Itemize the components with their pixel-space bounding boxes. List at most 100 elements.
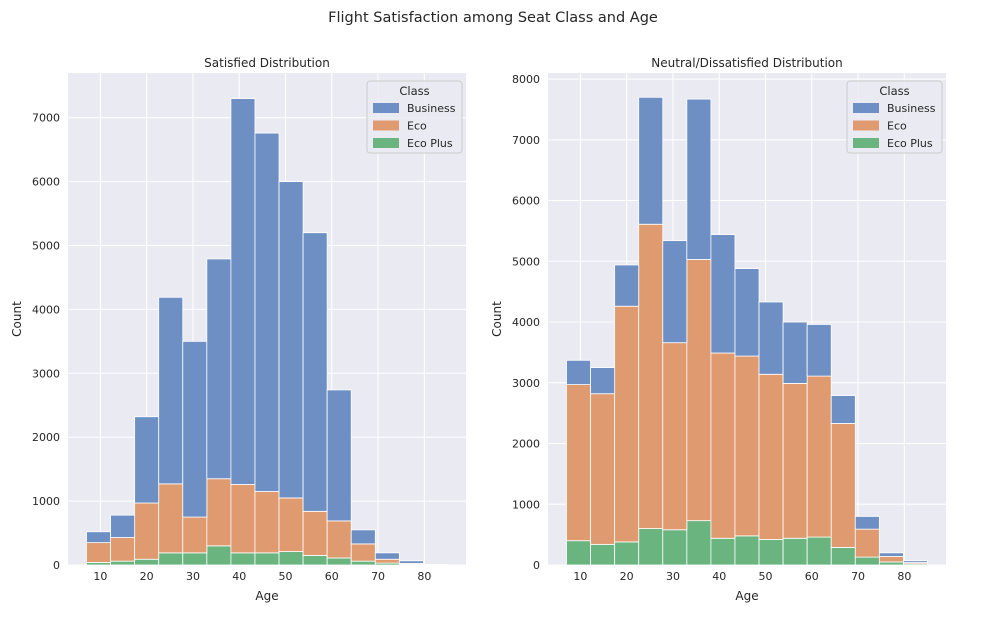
dissatisfied-bar-eco-plus: [638, 528, 664, 566]
dissatisfied-legend: Class Business Eco Eco Plus: [846, 80, 943, 154]
satisfied-x-tick-label: 10: [93, 570, 107, 583]
satisfied-legend-label-eco: Eco: [407, 120, 427, 133]
satisfied-bar-eco-plus: [206, 545, 232, 566]
satisfied-bar-eco: [302, 510, 328, 556]
dissatisfied-bar-eco: [806, 375, 832, 538]
satisfied-bar-business: [278, 181, 304, 499]
satisfied-bar-business: [158, 296, 184, 485]
satisfied-bar-eco: [86, 542, 111, 563]
dissatisfied-bar-eco-plus: [782, 537, 808, 566]
dissatisfied-y-tick-label: 1000: [512, 498, 540, 511]
dissatisfied-bar-eco: [854, 528, 880, 558]
satisfied-bar-eco: [326, 520, 352, 559]
dissatisfied-bar-eco: [782, 382, 808, 539]
dissatisfied-y-tick-label: 8000: [512, 73, 540, 86]
satisfied-y-tick-label: 4000: [32, 303, 60, 316]
dissatisfied-bar-business: [903, 560, 928, 563]
satisfied-bar-eco: [206, 478, 232, 547]
dissatisfied-chart-title: Neutral/Dissatisfied Distribution: [651, 56, 842, 70]
dissatisfied-y-tick-label: 2000: [512, 438, 540, 451]
dissatisfied-bar-business: [686, 98, 712, 260]
satisfied-y-tick-label: 0: [53, 559, 60, 572]
satisfied-y-axis-label: Count: [10, 301, 24, 337]
dissatisfied-bar-eco: [590, 393, 616, 545]
satisfied-y-tick-label: 3000: [32, 367, 60, 380]
satisfied-bar-eco: [230, 484, 256, 554]
satisfied-x-tick-label: 20: [140, 570, 154, 583]
satisfied-bar-eco-plus: [350, 560, 376, 566]
satisfied-bar-eco-plus: [254, 552, 280, 566]
dissatisfied-bar-business: [782, 321, 808, 384]
dissatisfied-y-axis-label: Count: [490, 301, 504, 337]
dissatisfied-bar-business: [566, 359, 591, 386]
dissatisfied-bar-business: [662, 240, 688, 344]
dissatisfied-x-tick-label: 40: [712, 570, 726, 583]
dissatisfied-bar-business: [830, 395, 856, 424]
dissatisfied-bar-business: [590, 367, 616, 395]
satisfied-bar-business: [182, 340, 208, 518]
dissatisfied-bar-eco-plus: [590, 543, 616, 566]
satisfied-legend-label-business: Business: [407, 102, 456, 115]
figure-title: Flight Satisfaction among Seat Class and…: [328, 10, 658, 26]
dissatisfied-y-tick-label: 6000: [512, 195, 540, 208]
satisfied-bar-eco: [350, 543, 376, 562]
dissatisfied-bar-eco: [830, 423, 856, 548]
dissatisfied-legend-box: [846, 80, 943, 154]
dissatisfied-y-tick-label: 5000: [512, 255, 540, 268]
dissatisfied-bar-eco-plus: [830, 546, 856, 566]
dissatisfied-x-tick-label: 10: [573, 570, 587, 583]
dissatisfied-bar-eco-plus: [758, 539, 784, 566]
satisfied-y-tick-label: 6000: [32, 176, 60, 189]
satisfied-legend-box: [366, 80, 463, 154]
satisfied-chart: 10 20 30 40 50 60 70 80 0 1000 2000 3000 4000 5000 600…: [10, 56, 466, 603]
satisfied-bar-eco-plus: [134, 558, 160, 566]
satisfied-bar-business: [302, 232, 328, 512]
dissatisfied-legend-label-eco-plus: Eco Plus: [887, 137, 933, 150]
satisfied-bar-eco-plus: [278, 551, 304, 566]
dissatisfied-bar-eco-plus: [614, 541, 640, 566]
dissatisfied-legend-swatch-eco: [853, 120, 879, 131]
satisfied-bar-eco-plus: [230, 552, 256, 566]
dissatisfied-legend-label-business: Business: [887, 102, 936, 115]
dissatisfied-x-tick-label: 30: [666, 570, 680, 583]
dissatisfied-bar-eco: [614, 305, 640, 543]
dissatisfied-bar-eco-plus: [710, 537, 736, 566]
satisfied-chart-title: Satisfied Distribution: [204, 56, 330, 70]
dissatisfied-bar-business: [734, 268, 760, 357]
dissatisfied-bar-eco: [758, 373, 784, 540]
dissatisfied-x-axis-label: Age: [735, 589, 758, 603]
dissatisfied-bar-eco: [878, 556, 904, 563]
dissatisfied-bar-eco-plus: [686, 520, 712, 566]
dissatisfied-bar-business: [878, 552, 904, 557]
dissatisfied-bar-eco-plus: [566, 540, 591, 566]
dissatisfied-bar-eco: [710, 352, 736, 539]
dissatisfied-bar-business: [638, 96, 664, 225]
satisfied-bar-eco-plus: [158, 552, 184, 566]
dissatisfied-bar-eco: [686, 259, 712, 522]
satisfied-legend-title: Class: [399, 84, 429, 98]
dissatisfied-y-tick-label: 3000: [512, 377, 540, 390]
dissatisfied-y-tick-label: 7000: [512, 134, 540, 147]
dissatisfied-bar-eco-plus: [806, 536, 832, 566]
satisfied-bar-eco: [254, 491, 280, 554]
satisfied-legend-swatch-eco-plus: [373, 138, 399, 148]
dissatisfied-bar-business: [806, 324, 832, 377]
satisfied-x-tick-label: 60: [325, 570, 339, 583]
satisfied-bar-business: [134, 416, 160, 504]
satisfied-bar-eco-plus: [326, 557, 352, 566]
dissatisfied-legend-swatch-eco-plus: [853, 138, 879, 148]
dissatisfied-x-tick-label: 60: [805, 570, 819, 583]
satisfied-x-axis-label: Age: [255, 589, 278, 603]
dissatisfied-bar-business: [758, 301, 784, 375]
satisfied-bar-eco: [278, 497, 304, 552]
satisfied-bar-eco: [110, 537, 136, 562]
dissatisfied-x-tick-label: 80: [897, 570, 911, 583]
satisfied-legend-swatch-business: [373, 103, 399, 113]
satisfied-bar-eco: [182, 516, 208, 554]
satisfied-x-tick-label: 70: [371, 570, 385, 583]
satisfied-y-tick-label: 5000: [32, 240, 60, 253]
dissatisfied-chart: 10 20 30 40 50 60 70 80 0 1000 2000 3000 4000 5000 600…: [490, 56, 946, 603]
dissatisfied-x-tick-label: 50: [759, 570, 773, 583]
dissatisfied-bar-eco: [566, 384, 591, 542]
